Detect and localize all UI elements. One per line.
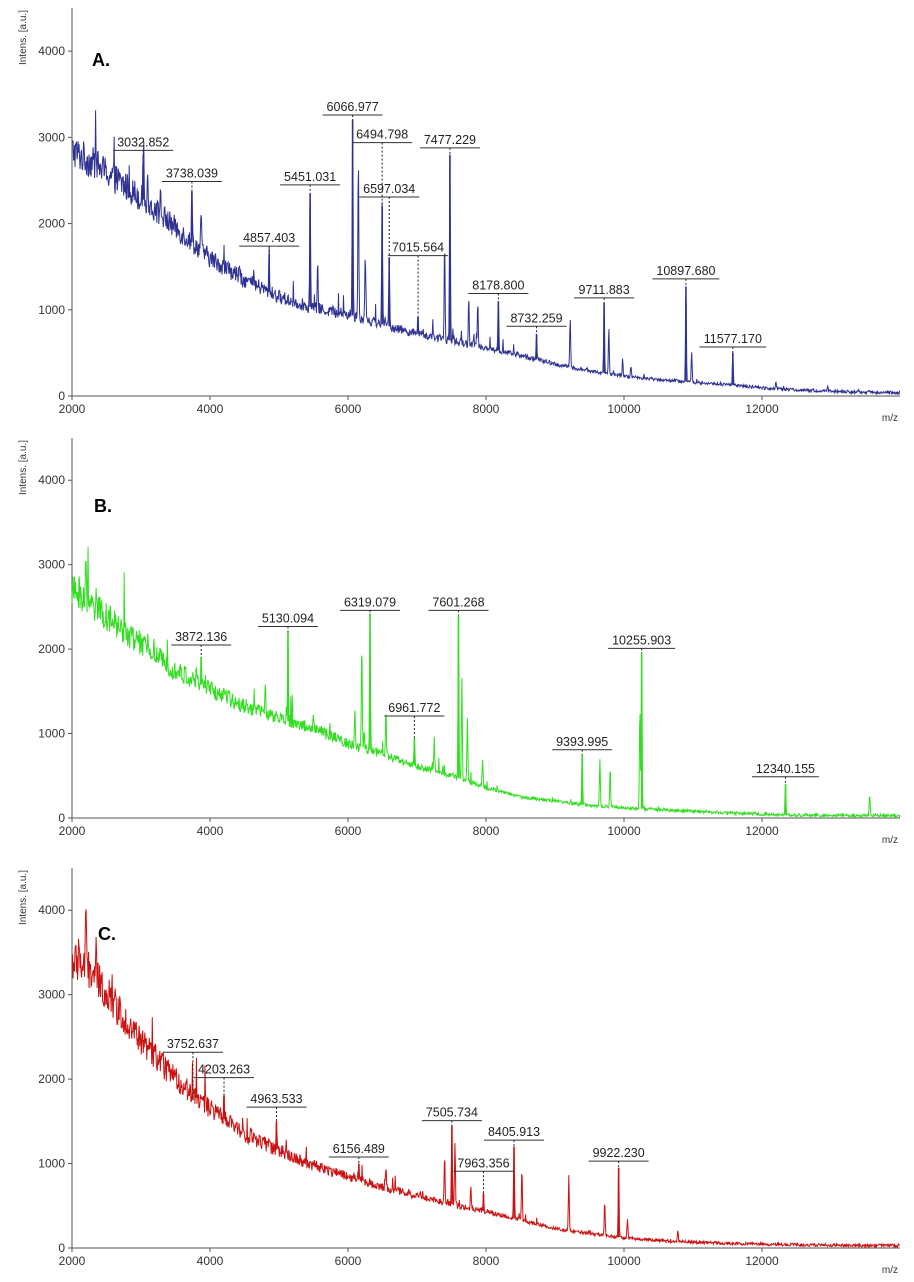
spectrum-trace	[71, 110, 901, 396]
peak-label: 4203.263	[198, 1063, 250, 1077]
x-axis-label: m/z	[882, 413, 898, 424]
y-tick-label: 1000	[38, 303, 65, 317]
x-tick-label: 10000	[607, 824, 641, 838]
peak-label: 6494.798	[356, 128, 408, 142]
y-axis-label: Intens. [a.u.]	[18, 10, 29, 65]
y-tick-label: 0	[58, 1241, 65, 1255]
panel-label: B.	[94, 496, 112, 516]
x-tick-label: 6000	[335, 402, 362, 416]
y-tick-label: 3000	[38, 988, 65, 1002]
spectrum-chart-b: 0 1000 2000 3000 4000 2000 4000 6000 8000 10000 12…	[18, 438, 901, 846]
peak-label: 4963.533	[250, 1092, 302, 1106]
y-tick-label: 1000	[38, 1157, 65, 1171]
y-tick-label: 2000	[38, 217, 65, 231]
peak-label: 7505.734	[426, 1106, 478, 1120]
y-axis-label: Intens. [a.u.]	[18, 870, 29, 925]
peak-label: 11577.170	[704, 332, 762, 346]
spectrum-panel-b: 0 1000 2000 3000 4000 2000 4000 6000 8000 10000 12…	[0, 428, 914, 856]
peak-label: 5451.031	[284, 170, 336, 184]
x-tick-label: 12000	[745, 824, 779, 838]
x-tick-label: 4000	[197, 824, 224, 838]
spectrum-trace	[71, 909, 901, 1249]
spectrum-panel-c: 0 1000 2000 3000 4000 2000 4000 6000 8000 10000 12…	[0, 858, 914, 1282]
y-tick-label: 0	[58, 389, 65, 403]
x-tick-label: 12000	[745, 1254, 779, 1268]
peak-label: 8178.800	[472, 279, 524, 293]
x-tick-label: 4000	[197, 402, 224, 416]
spectrum-chart-a: 0 1000 2000 3000 4000 2000 4000 6000 8000 10000 12…	[18, 8, 901, 424]
y-tick-label: 2000	[38, 642, 65, 656]
x-tick-label: 2000	[59, 824, 86, 838]
x-tick-label: 2000	[59, 402, 86, 416]
peak-label: 8732.259	[510, 311, 562, 325]
x-tick-label: 10000	[607, 1254, 641, 1268]
x-tick-label: 10000	[607, 402, 641, 416]
peak-label: 5130.094	[262, 611, 314, 625]
peak-label: 12340.155	[756, 762, 815, 776]
x-tick-label: 12000	[745, 402, 779, 416]
peak-label: 6066.977	[327, 100, 379, 114]
x-tick-label: 4000	[197, 1254, 224, 1268]
peak-label: 6961.772	[388, 701, 440, 715]
y-tick-label: 0	[58, 811, 65, 825]
peak-label: 6597.034	[363, 182, 415, 196]
peak-label: 7601.268	[432, 595, 484, 609]
peak-label: 10255.903	[612, 633, 671, 647]
y-tick-label: 3000	[38, 558, 65, 572]
x-axis-label: m/z	[882, 835, 898, 846]
peak-label: 7477.229	[424, 133, 476, 147]
x-tick-label: 2000	[59, 1254, 86, 1268]
y-tick-label: 2000	[38, 1072, 65, 1086]
spectrum-panel-a: 0 1000 2000 3000 4000 2000 4000 6000 8000 10000 12…	[0, 0, 914, 425]
x-tick-label: 6000	[335, 824, 362, 838]
panel-label: C.	[98, 924, 116, 944]
peak-label: 6319.079	[344, 595, 396, 609]
spectrum-trace	[71, 546, 901, 819]
spectrum-chart-c: 0 1000 2000 3000 4000 2000 4000 6000 8000 10000 12…	[18, 868, 901, 1276]
peak-label: 9711.883	[579, 283, 630, 297]
x-tick-label: 8000	[473, 824, 500, 838]
y-axis-label: Intens. [a.u.]	[18, 440, 29, 495]
peak-label: 10897.680	[656, 264, 715, 278]
peak-label: 9393.995	[556, 735, 608, 749]
peak-label: 9922.230	[593, 1146, 645, 1160]
y-tick-label: 4000	[38, 473, 65, 487]
y-tick-label: 1000	[38, 727, 65, 741]
peak-label: 3738.039	[166, 166, 218, 180]
y-tick-label: 3000	[38, 130, 65, 144]
peak-label: 8405.913	[488, 1125, 540, 1139]
y-tick-label: 4000	[38, 44, 65, 58]
x-tick-label: 6000	[335, 1254, 362, 1268]
peak-label: 3752.637	[167, 1037, 219, 1051]
x-tick-label: 8000	[473, 402, 500, 416]
y-tick-label: 4000	[38, 903, 65, 917]
panel-label: A.	[92, 50, 110, 70]
x-axis-label: m/z	[882, 1265, 898, 1276]
peak-label: 4857.403	[243, 231, 295, 245]
peak-label: 3032.852	[117, 135, 169, 149]
peak-label: 3872.136	[175, 630, 227, 644]
peak-label: 7963.356	[457, 1156, 509, 1170]
x-tick-label: 8000	[473, 1254, 500, 1268]
peak-label: 6156.489	[333, 1142, 385, 1156]
peak-label: 7015.564	[392, 241, 444, 255]
